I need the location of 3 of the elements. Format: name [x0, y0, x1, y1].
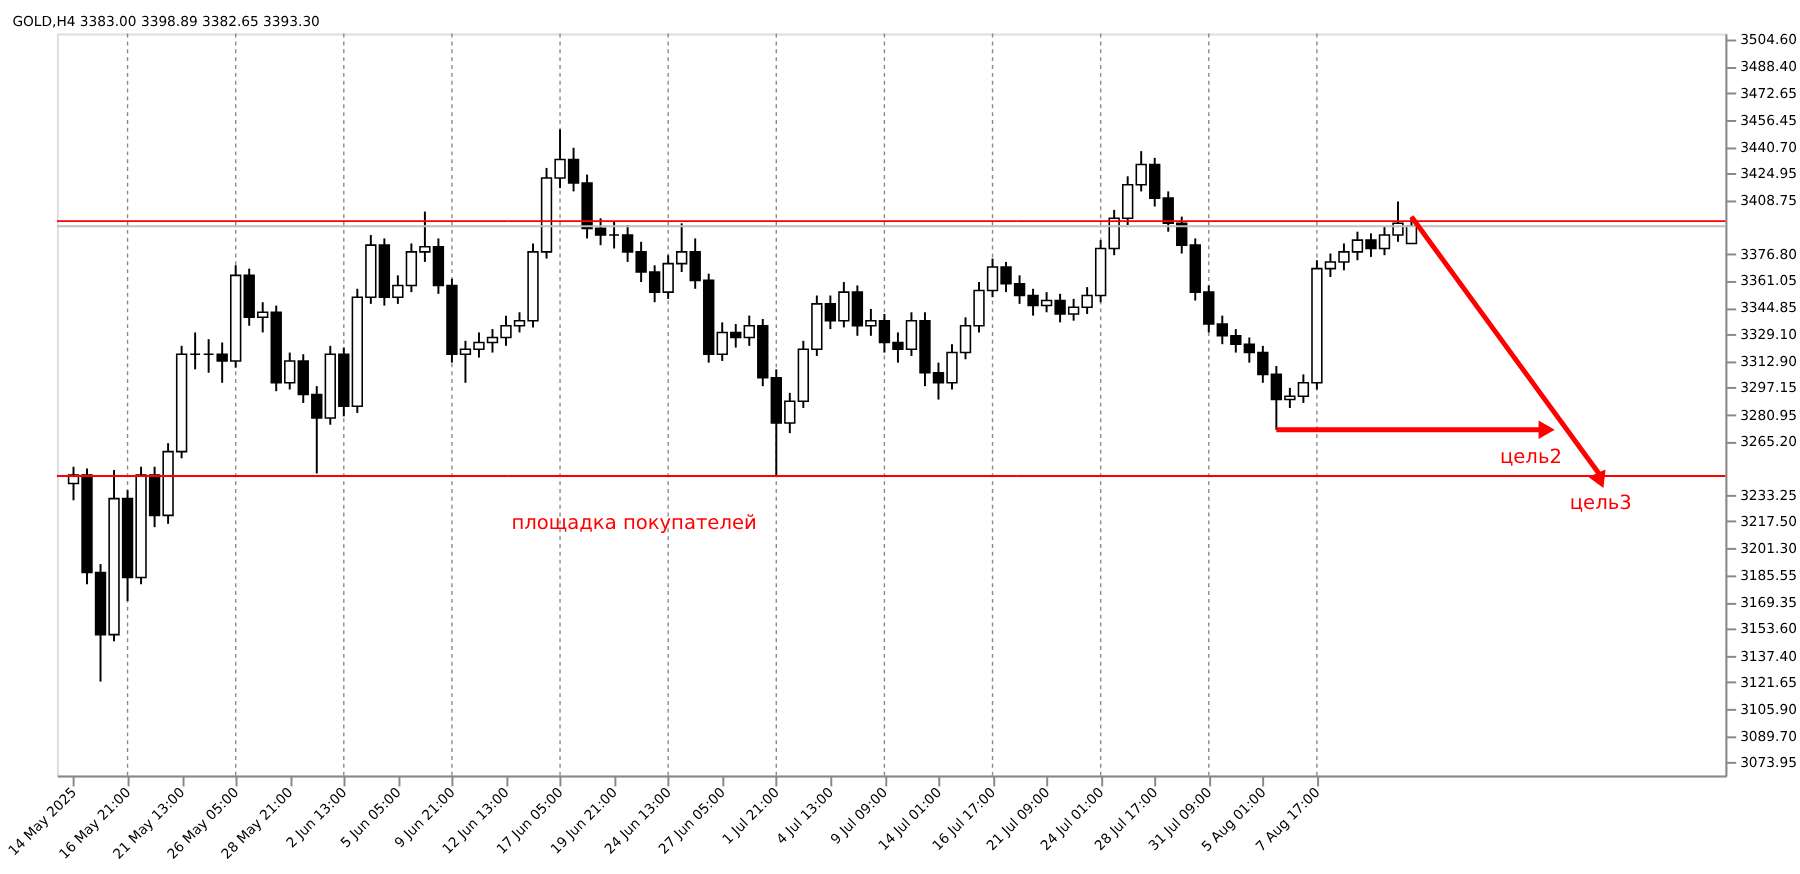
annotation: цель3 — [1569, 493, 1632, 516]
annotation: цель2 — [1499, 447, 1562, 470]
ref-line-label: площадка покупателей — [511, 512, 757, 535]
